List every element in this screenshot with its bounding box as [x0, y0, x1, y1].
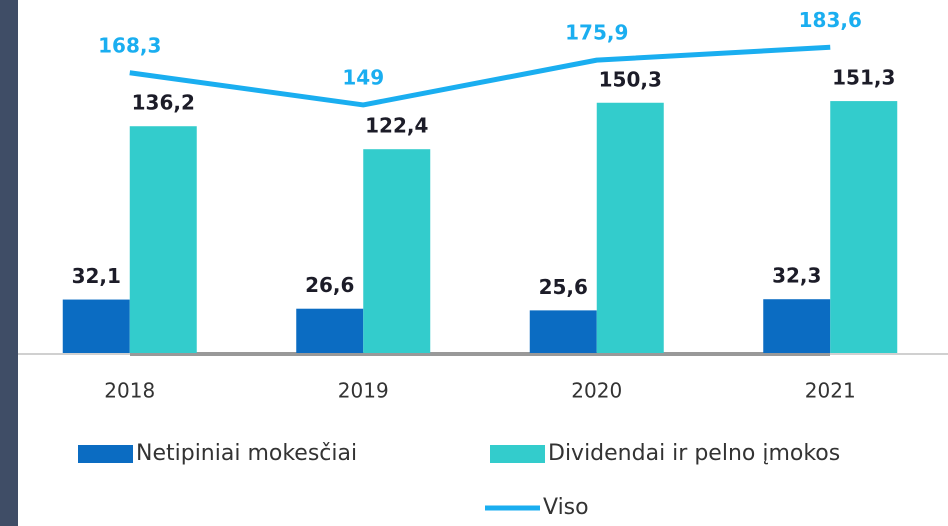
data-label: 26,6	[305, 273, 354, 297]
line-label: 168,3	[98, 33, 161, 57]
bar	[129, 126, 197, 354]
data-label: 32,3	[772, 264, 821, 288]
legend-label: Netipiniai mokesčiai	[136, 441, 357, 466]
data-label: 151,3	[832, 66, 895, 90]
line-label: 183,6	[799, 8, 862, 32]
legend-label: Dividendai ir pelno įmokos	[548, 441, 840, 466]
bar	[763, 299, 831, 353]
line-label: 175,9	[565, 21, 628, 45]
x-tick-label: 2019	[338, 379, 389, 403]
legend-swatch	[490, 445, 545, 463]
bar	[596, 102, 664, 353]
data-label: 150,3	[599, 67, 662, 91]
bar	[363, 149, 431, 353]
legend-swatch	[78, 445, 133, 463]
bar	[830, 101, 898, 353]
data-label: 32,1	[72, 264, 121, 288]
data-label: 122,4	[365, 114, 428, 138]
line-label: 149	[342, 65, 384, 89]
data-label: 136,2	[132, 91, 195, 115]
side-strip	[0, 0, 18, 526]
bar	[296, 308, 364, 353]
bar	[529, 310, 597, 353]
bar	[62, 299, 130, 353]
legend-label: Viso	[543, 495, 589, 520]
data-label: 25,6	[539, 275, 588, 299]
x-tick-label: 2021	[805, 379, 856, 403]
line	[129, 44, 831, 108]
x-tick-label: 2018	[104, 379, 155, 403]
x-tick-label: 2020	[571, 379, 622, 403]
